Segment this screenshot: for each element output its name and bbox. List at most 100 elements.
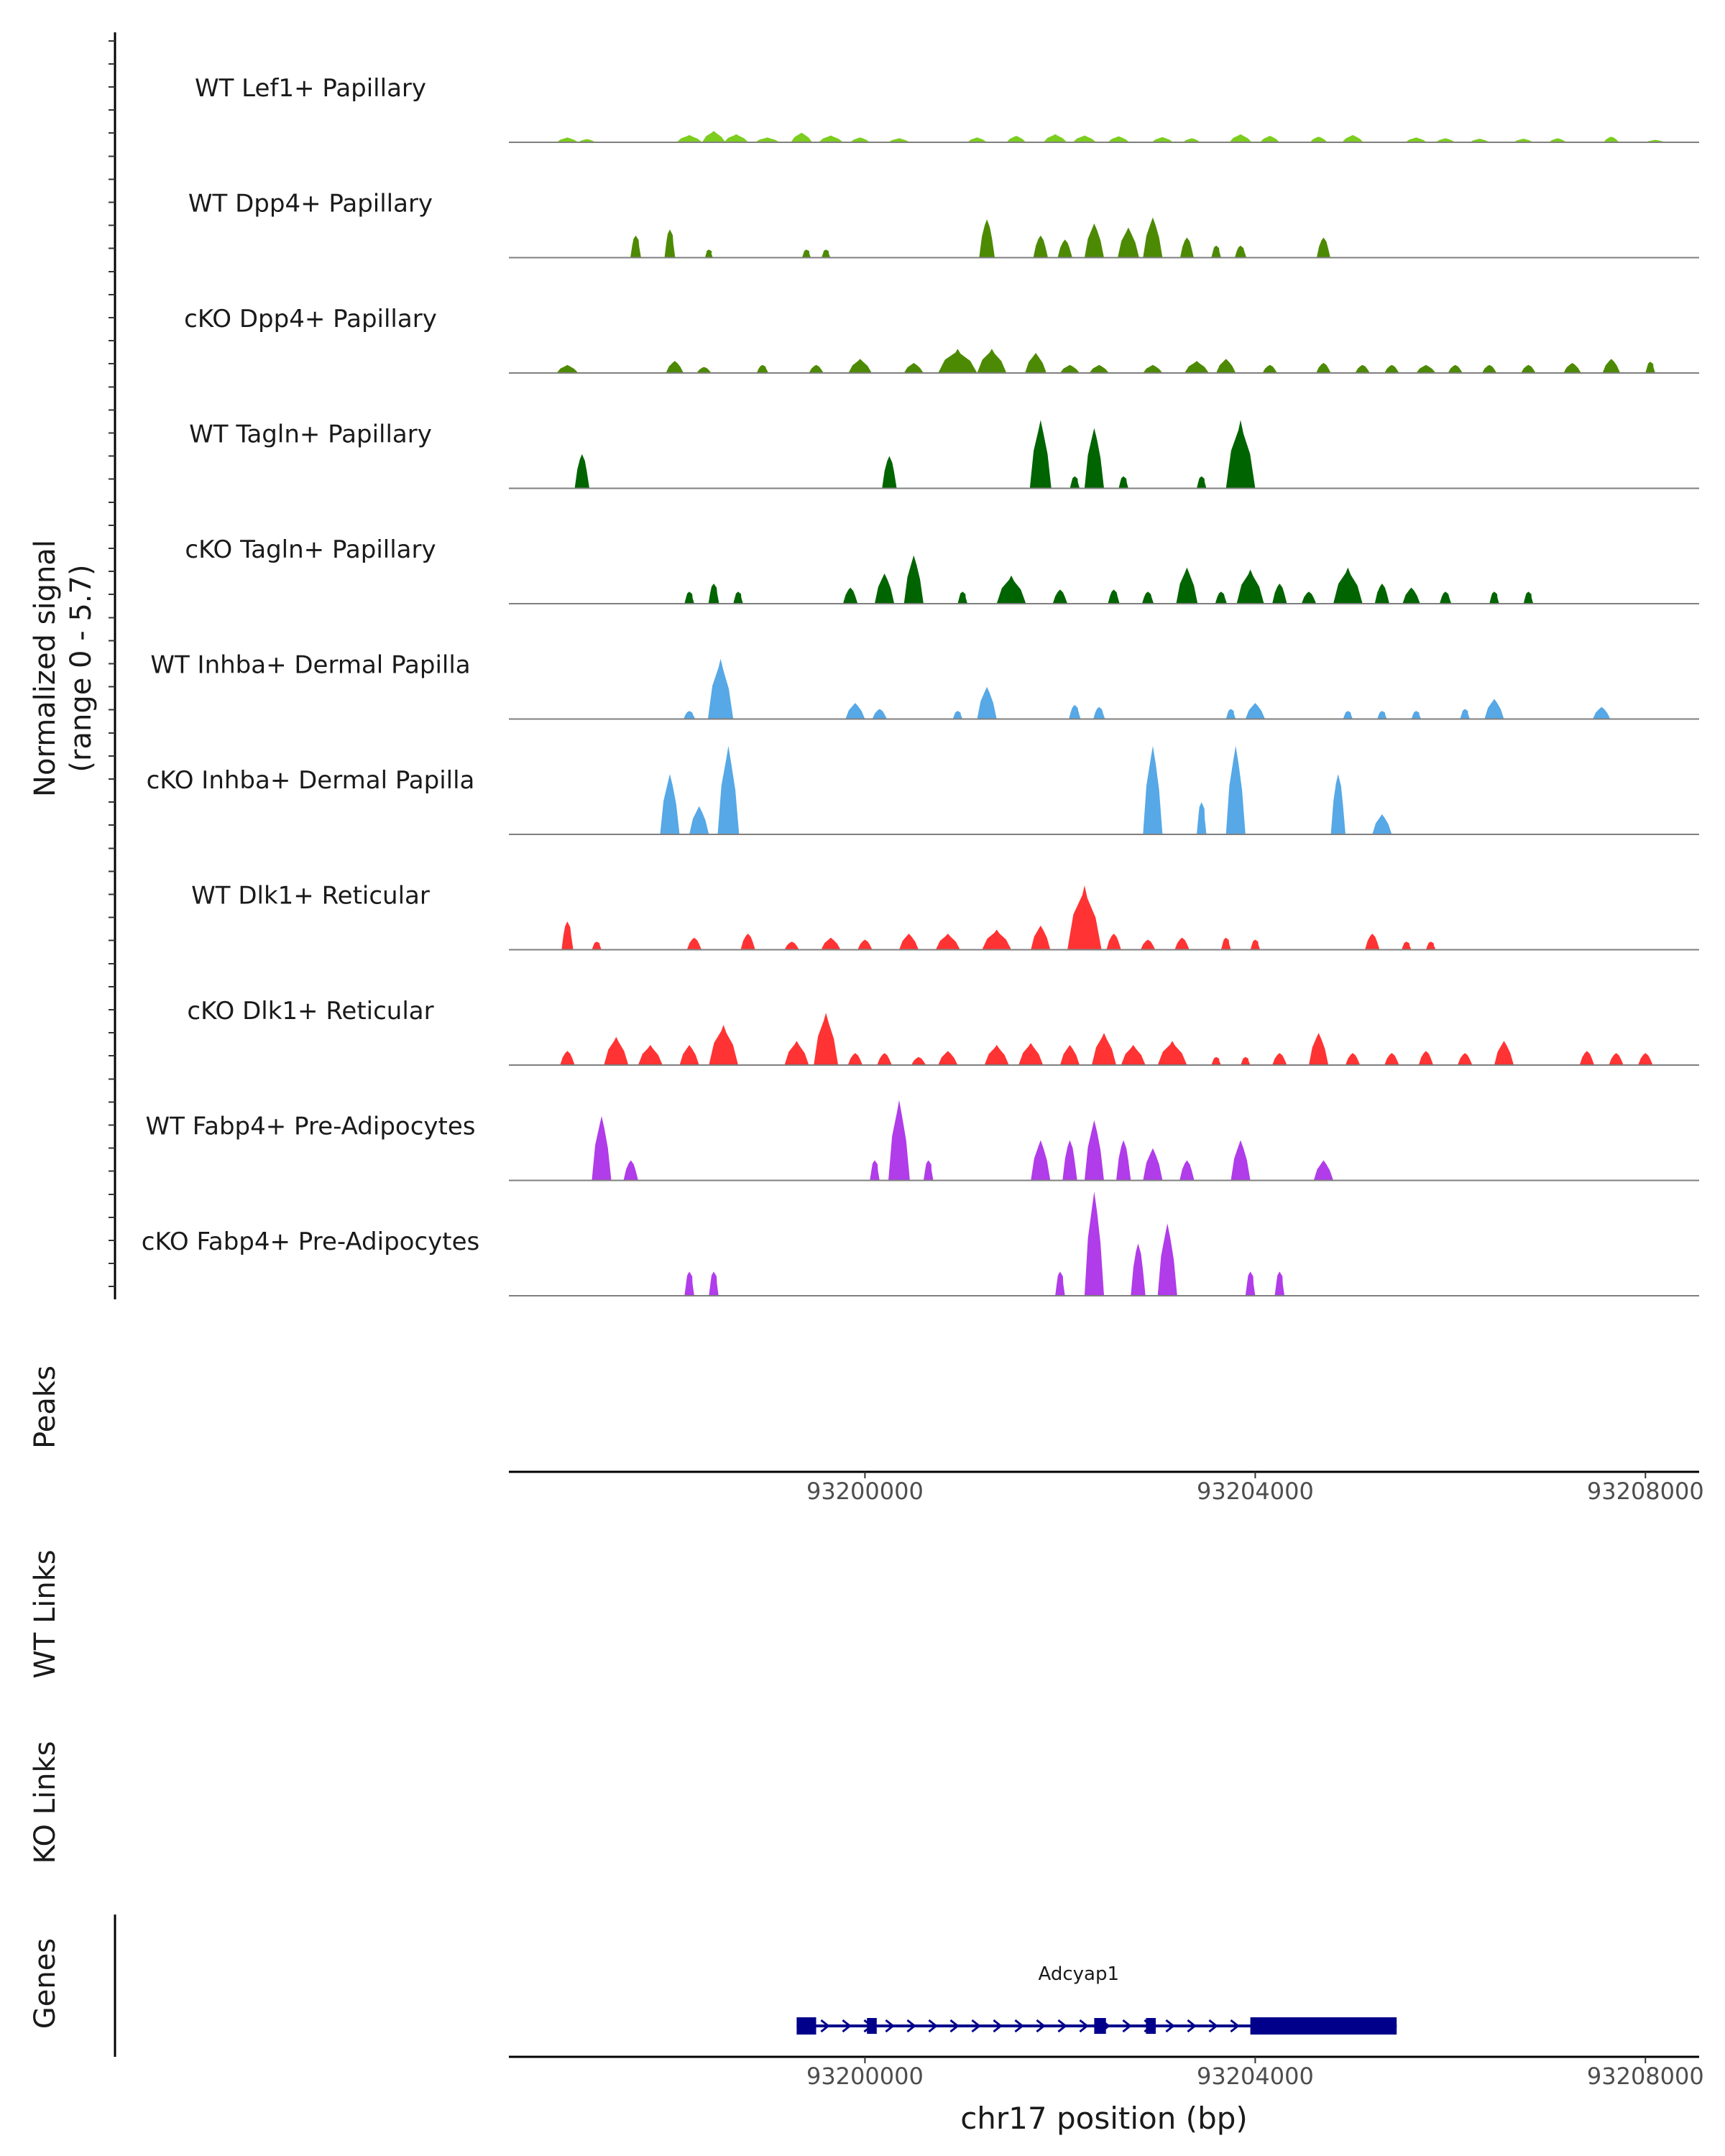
track-11: cKO Fabp4+ Pre-Adipocytes bbox=[142, 1192, 1699, 1296]
peaks-x-axis-ticks: 93200000 93204000 93208000 bbox=[806, 1472, 1704, 1505]
strand-arrow bbox=[1187, 2019, 1197, 2033]
strand-arrow bbox=[928, 2019, 938, 2033]
signal-peak bbox=[1489, 591, 1499, 604]
signal-peak bbox=[1563, 363, 1581, 373]
genes-x-axis-ticks: 93200000 93204000 93208000 bbox=[806, 2057, 1704, 2090]
signal-peak bbox=[1059, 364, 1080, 373]
signal-peak bbox=[1458, 1053, 1473, 1065]
signal-peak bbox=[875, 573, 895, 604]
signal-peak bbox=[1151, 137, 1174, 142]
signal-peak bbox=[686, 937, 702, 950]
signal-peak bbox=[717, 745, 740, 834]
track-label: WT Tagln+ Papillary bbox=[189, 420, 432, 449]
track-7: cKO Inhba+ Dermal Papilla bbox=[147, 745, 1699, 835]
signal-peak bbox=[1609, 1053, 1624, 1065]
signal-peak bbox=[1106, 934, 1121, 950]
signal-peak bbox=[1343, 711, 1353, 719]
signal-peak bbox=[1448, 364, 1463, 373]
signal-peak bbox=[814, 1013, 839, 1065]
signal-peak bbox=[877, 1053, 892, 1065]
signal-peak bbox=[1310, 137, 1328, 142]
strand-arrow bbox=[1165, 2019, 1175, 2033]
gene-model: Adcyap1 bbox=[796, 1963, 1397, 2035]
signal-peak bbox=[1245, 703, 1265, 719]
strand-arrow bbox=[993, 2019, 1003, 2033]
signal-peak bbox=[1260, 136, 1280, 142]
signal-peak bbox=[857, 939, 873, 950]
signal-peak bbox=[1197, 476, 1207, 489]
signal-peak bbox=[1141, 591, 1154, 604]
signal-peak bbox=[977, 686, 997, 719]
signal-peak bbox=[1143, 364, 1163, 373]
gene-exon bbox=[1094, 2018, 1106, 2034]
gene-exon bbox=[1146, 2018, 1156, 2034]
signal-peak bbox=[684, 591, 694, 604]
track-9: cKO Dlk1+ Reticular bbox=[187, 997, 1699, 1066]
signal-peak bbox=[1084, 1192, 1104, 1296]
track-label: WT Fabp4+ Pre-Adipocytes bbox=[146, 1112, 476, 1141]
signal-peak bbox=[1184, 361, 1209, 373]
signal-peak bbox=[1234, 245, 1247, 258]
signal-peak bbox=[903, 555, 924, 604]
signal-peak bbox=[938, 349, 978, 373]
signal-peak bbox=[1355, 364, 1370, 373]
signal-peak bbox=[1225, 420, 1256, 489]
signal-peak bbox=[1031, 1140, 1051, 1181]
signal-peak bbox=[733, 591, 743, 604]
signal-peak bbox=[1179, 1160, 1195, 1181]
signal-peak bbox=[1372, 814, 1392, 834]
signal-peak bbox=[1272, 1053, 1287, 1065]
signal-peak bbox=[1593, 706, 1611, 719]
signal-peak bbox=[1521, 364, 1536, 373]
strand-arrow bbox=[1208, 2019, 1218, 2033]
signal-peak bbox=[1342, 134, 1364, 142]
signal-peak bbox=[899, 934, 919, 950]
signal-peak bbox=[935, 934, 960, 950]
strand-arrow bbox=[1014, 2019, 1024, 2033]
track-label: cKO Fabp4+ Pre-Adipocytes bbox=[142, 1227, 480, 1256]
signal-peak bbox=[847, 1053, 862, 1065]
signal-peak bbox=[1143, 217, 1163, 258]
signal-peak bbox=[630, 235, 641, 258]
signal-peak bbox=[1211, 245, 1221, 258]
track-10: WT Fabp4+ Pre-Adipocytes bbox=[146, 1100, 1699, 1181]
signal-peak bbox=[740, 934, 755, 950]
signal-peak bbox=[1377, 711, 1387, 719]
signal-peak bbox=[1055, 1271, 1065, 1296]
track-1: WT Lef1+ Papillary bbox=[195, 74, 1699, 143]
signal-peak bbox=[850, 137, 870, 142]
signal-peak bbox=[1274, 1271, 1285, 1296]
signal-peak bbox=[1330, 774, 1346, 834]
signal-peak bbox=[1416, 364, 1436, 373]
signal-peak bbox=[755, 137, 780, 142]
signal-peak bbox=[1418, 1051, 1434, 1065]
signal-peak bbox=[870, 1160, 880, 1181]
signal-peak bbox=[660, 774, 680, 834]
signal-peak bbox=[676, 134, 702, 142]
genes-panel-label: Genes bbox=[29, 1938, 62, 2029]
strand-arrow bbox=[949, 2019, 960, 2033]
signal-peak bbox=[1118, 227, 1139, 258]
signal-peak bbox=[1215, 591, 1227, 604]
x-tick-label: 93200000 bbox=[806, 1478, 924, 1505]
y-axis-range-label: (range 0 - 5.7) bbox=[65, 564, 98, 772]
signal-peak bbox=[556, 137, 579, 142]
x-tick-label: 93200000 bbox=[806, 2063, 924, 2090]
signal-peak bbox=[1069, 704, 1081, 719]
signal-peak bbox=[842, 587, 858, 604]
signal-peak bbox=[957, 591, 967, 604]
signal-peak bbox=[638, 1045, 663, 1065]
track-6: WT Inhba+ Dermal Papilla bbox=[150, 651, 1699, 720]
strand-arrow bbox=[1122, 2019, 1132, 2033]
track-label: WT Dlk1+ Reticular bbox=[191, 882, 430, 911]
signal-peak bbox=[1272, 584, 1287, 604]
track-label: WT Inhba+ Dermal Papilla bbox=[150, 651, 470, 680]
signal-peak bbox=[1604, 137, 1619, 142]
strand-arrow bbox=[885, 2019, 895, 2033]
signal-peak bbox=[592, 1116, 612, 1181]
signal-peak bbox=[923, 1160, 934, 1181]
x-tick-label: 93204000 bbox=[1197, 2063, 1314, 2090]
signal-peak bbox=[996, 575, 1026, 604]
signal-peak bbox=[1225, 745, 1246, 834]
